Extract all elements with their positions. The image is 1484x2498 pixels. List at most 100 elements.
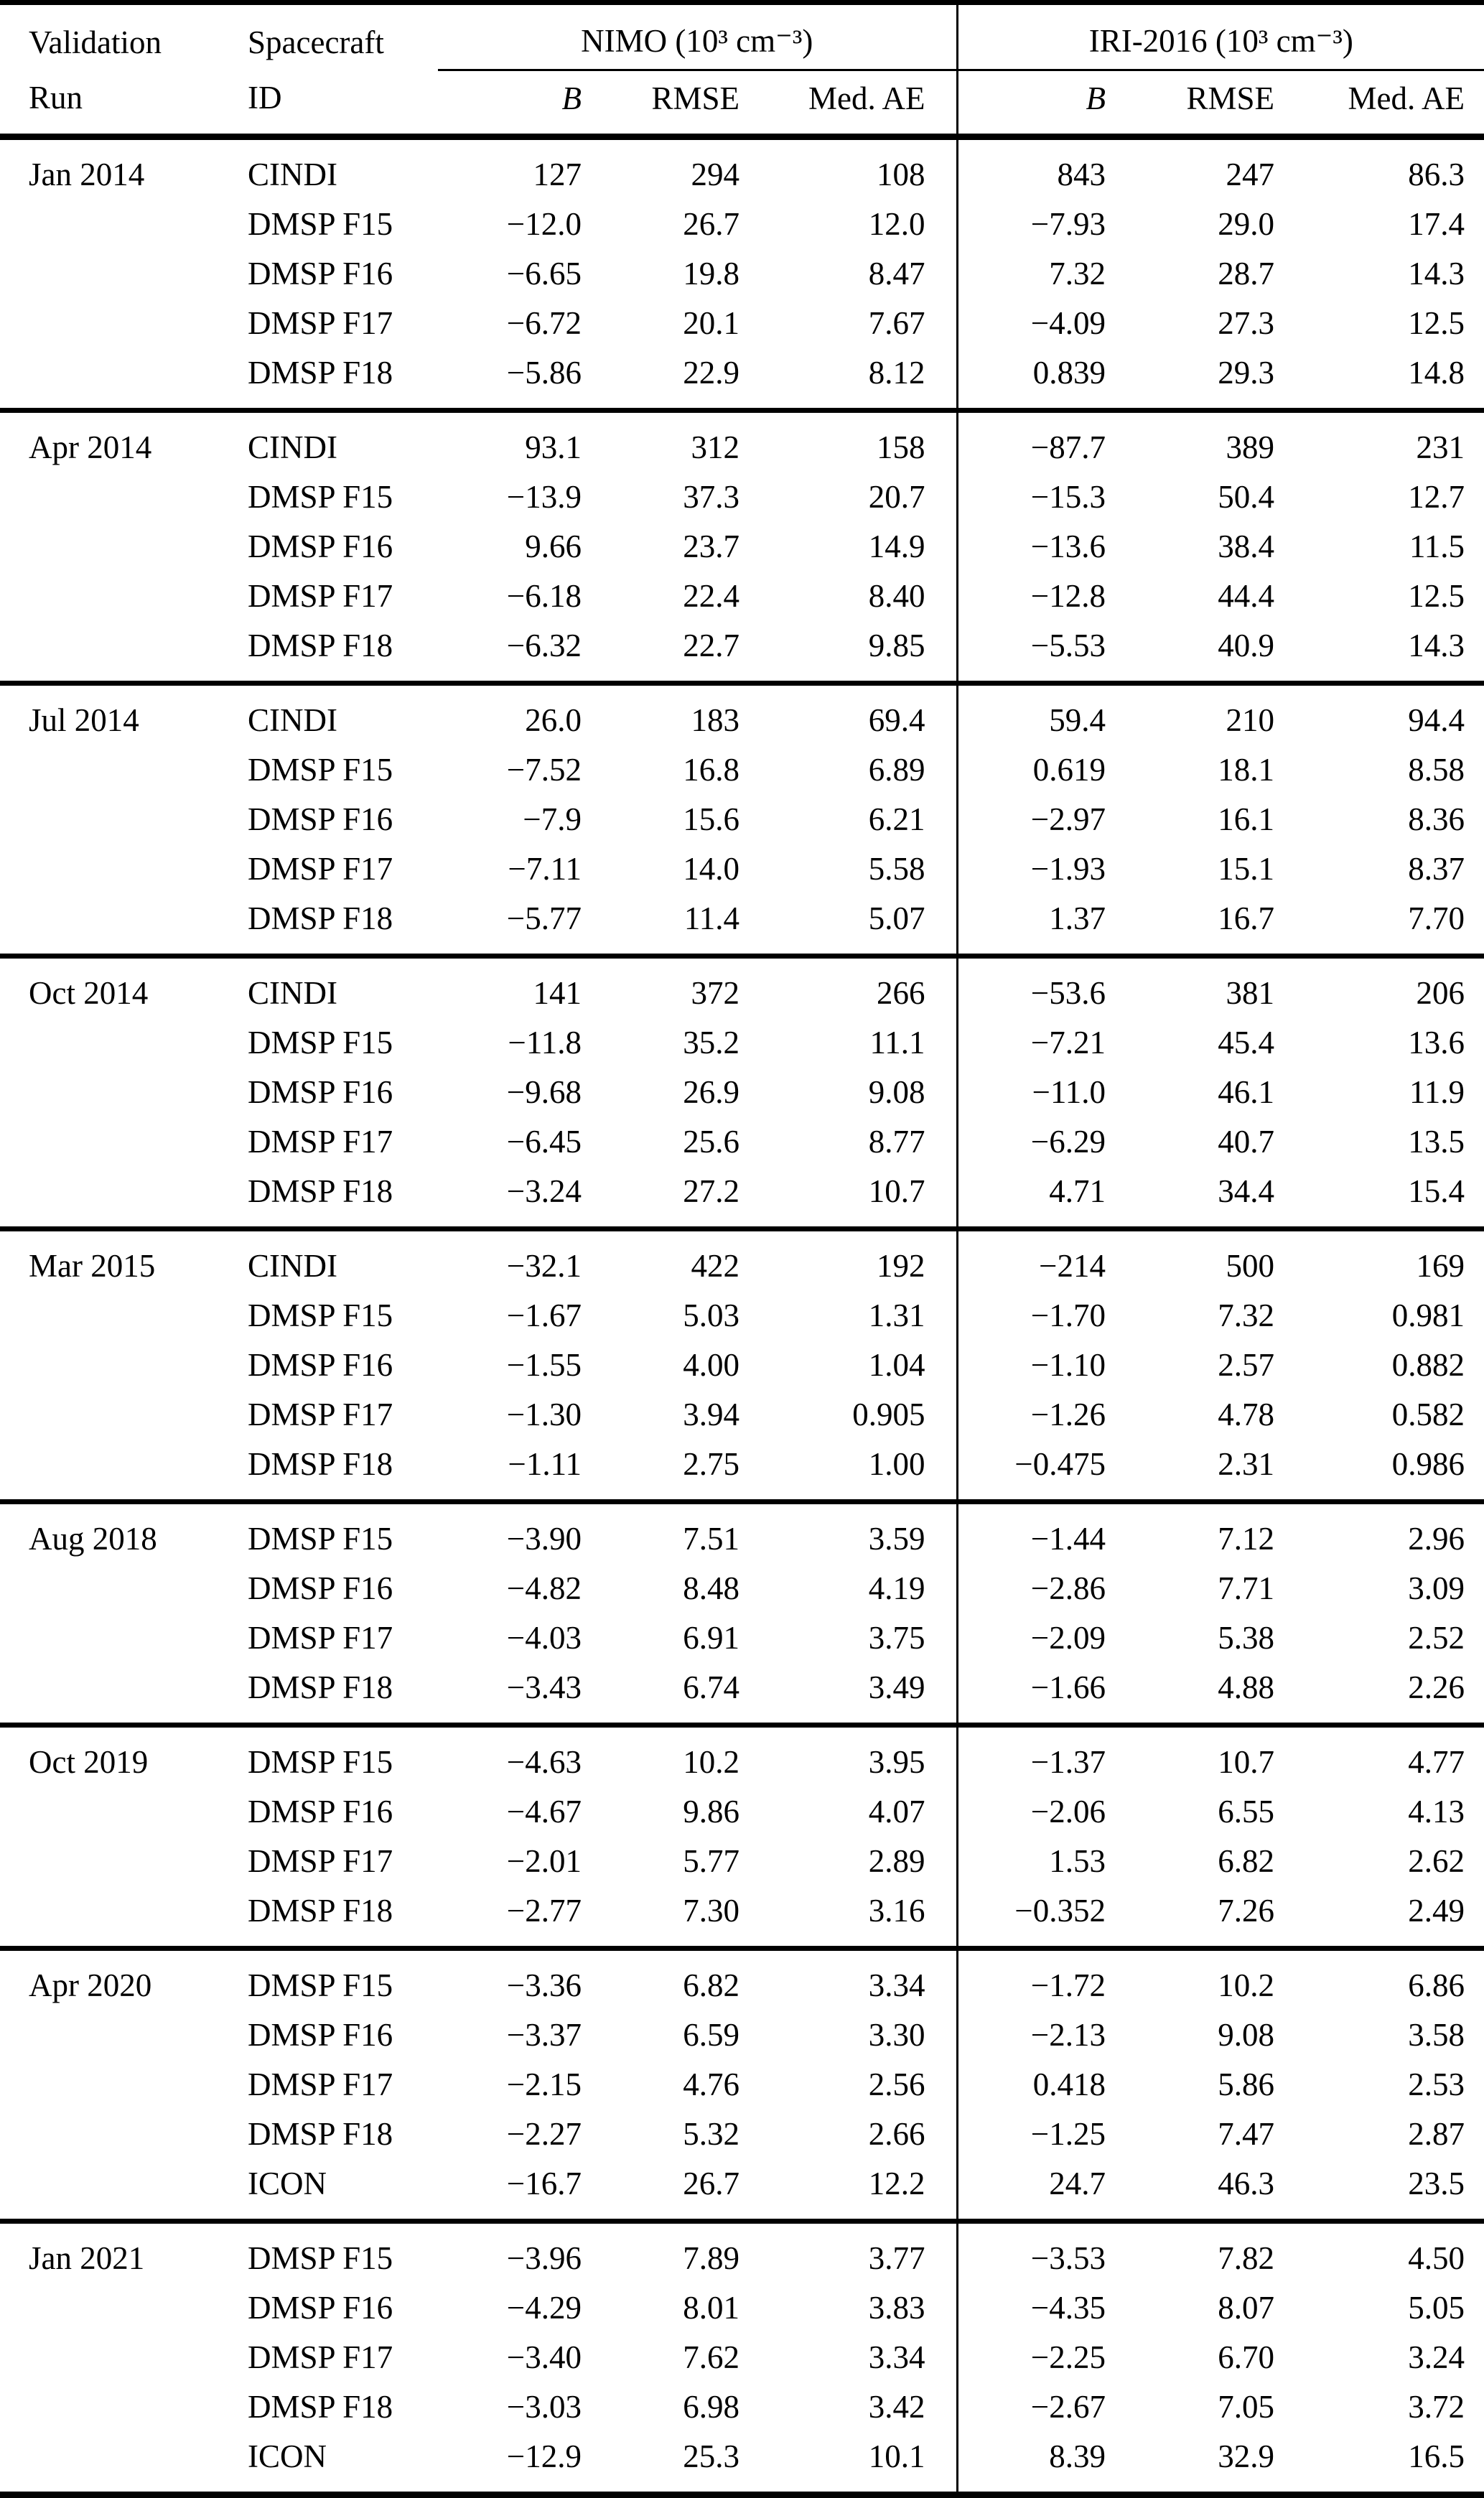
spacecraft-cell: DMSP F15 — [248, 206, 393, 242]
spacecraft-cell: DMSP F17 — [248, 1843, 393, 1879]
iri-rmse-cell: 7.82 — [1106, 2219, 1275, 2283]
iri-bias-cell: −1.10 — [956, 1341, 1106, 1390]
iri-rmse-cell: 32.9 — [1106, 2432, 1275, 2498]
iri-bias-cell: 843 — [956, 136, 1106, 200]
run-cell — [0, 1390, 248, 1440]
nimo-bias-cell: 141 — [438, 954, 582, 1018]
nimo-rmse-cell: 8.01 — [683, 2290, 739, 2326]
col-header-id: ID — [248, 70, 438, 140]
table-row: ICON −16.7 26.7 12.2 24.7 46.3 23.5 — [0, 2159, 1484, 2222]
run-cell — [0, 745, 248, 795]
run-cell — [0, 1167, 248, 1229]
table-row: DMSP F17 −7.11 14.0 5.58 −1.93 15.1 8.37 — [0, 844, 1484, 894]
nimo-medae-cell: 9.85 — [868, 628, 925, 663]
nimo-bias-cell: −7.9 — [523, 801, 582, 837]
nimo-medae-cell: 3.95 — [739, 1723, 958, 1787]
iri-bias-cell: −4.09 — [956, 299, 1106, 348]
nimo-rmse-cell: 11.4 — [683, 900, 739, 936]
nimo-rmse-cell: 7.89 — [582, 2219, 739, 2283]
nimo-medae-cell: 2.89 — [868, 1843, 925, 1879]
nimo-bias-cell: −2.77 — [506, 1893, 582, 1929]
iri-rmse-cell: 210 — [1106, 681, 1275, 745]
iri-bias-cell: −1.37 — [956, 1723, 1106, 1787]
iri-medae-cell: 2.62 — [1408, 1843, 1465, 1879]
iri-rmse-cell: 7.05 — [1218, 2389, 1275, 2425]
col-header-nimo-bias: B — [438, 70, 582, 140]
nimo-medae-cell: 1.31 — [868, 1297, 925, 1333]
nimo-rmse-cell: 6.91 — [683, 1620, 739, 1656]
spacecraft-cell: DMSP F16 — [248, 256, 393, 292]
nimo-medae-cell: 10.1 — [739, 2432, 958, 2498]
iri-bias-cell: −53.6 — [956, 954, 1106, 1018]
spacecraft-cell: DMSP F18 — [248, 2389, 393, 2425]
run-cell — [0, 844, 248, 894]
spacecraft-cell: DMSP F16 — [248, 1794, 393, 1830]
nimo-rmse-cell: 5.32 — [683, 2116, 739, 2152]
nimo-medae-cell: 11.1 — [869, 1025, 925, 1061]
iri-bias-cell: −3.53 — [956, 2219, 1106, 2283]
nimo-medae-cell: 2.66 — [868, 2116, 925, 2152]
run-cell — [0, 472, 248, 522]
table-row: DMSP F16 −4.67 9.86 4.07 −2.06 6.55 4.13 — [0, 1787, 1484, 1837]
nimo-medae-cell: 20.7 — [868, 479, 925, 515]
iri-rmse-cell: 38.4 — [1218, 528, 1275, 564]
nimo-rmse-cell: 22.4 — [683, 578, 739, 614]
nimo-bias-cell: −2.15 — [506, 2066, 582, 2102]
iri-rmse-cell: 16.7 — [1218, 900, 1275, 936]
nimo-medae-cell: 108 — [877, 157, 925, 192]
table-row: DMSP F17 −6.72 20.1 7.67 −4.09 27.3 12.5 — [0, 299, 1484, 348]
iri-rmse-cell: 247 — [1226, 157, 1275, 192]
col-group-iri-2016: IRI-2016 (10³ cm⁻³) — [956, 0, 1484, 71]
nimo-bias-cell: −3.96 — [438, 2219, 582, 2283]
header-row-sub: Run ID B RMSE Med. AE B RMSE Med. AE — [0, 70, 1484, 140]
iri-rmse-cell: 500 — [1106, 1226, 1275, 1291]
iri-bias-cell: −15.3 — [956, 472, 1106, 522]
nimo-bias-cell: −3.03 — [506, 2389, 582, 2425]
iri-rmse-cell: 7.32 — [1218, 1297, 1275, 1333]
nimo-rmse-cell: 6.74 — [683, 1669, 739, 1705]
table-row: DMSP F17 −4.03 6.91 3.75 −2.09 5.38 2.52 — [0, 1613, 1484, 1663]
nimo-rmse-cell: 6.59 — [683, 2017, 739, 2053]
nimo-bias-cell: −6.45 — [506, 1124, 582, 1160]
iri-bias-cell: 7.32 — [956, 249, 1106, 299]
iri-bias-cell: −11.0 — [956, 1068, 1106, 1117]
iri-rmse-cell: 40.7 — [1218, 1124, 1275, 1160]
table-row: DMSP F18 −2.27 5.32 2.66 −1.25 7.47 2.87 — [0, 2110, 1484, 2159]
iri-rmse-cell: 7.26 — [1218, 1893, 1275, 1929]
iri-bias-cell: −1.66 — [956, 1663, 1106, 1725]
iri-rmse-cell: 46.3 — [1218, 2166, 1275, 2201]
table-row: DMSP F18 −3.03 6.98 3.42 −2.67 7.05 3.72 — [0, 2382, 1484, 2432]
iri-medae-cell: 4.13 — [1408, 1794, 1465, 1830]
run-cell — [0, 2110, 248, 2159]
run-cell — [0, 200, 248, 249]
nimo-rmse-cell: 372 — [582, 954, 739, 1018]
run-cell — [0, 621, 248, 684]
nimo-bias-cell: 26.0 — [438, 681, 582, 745]
spacecraft-cell: DMSP F17 — [248, 2066, 393, 2102]
table-row: Jan 2021 DMSP F15 −3.96 7.89 3.77 −3.53 7.82 4.… — [0, 2219, 1484, 2283]
iri-medae-cell: 2.49 — [1408, 1893, 1465, 1929]
nimo-rmse-cell: 23.7 — [683, 528, 739, 564]
nimo-rmse-cell: 19.8 — [683, 256, 739, 292]
iri-rmse-cell: 8.07 — [1218, 2290, 1275, 2326]
run-cell: Mar 2015 — [0, 1226, 248, 1291]
run-cell — [0, 1837, 248, 1886]
table-row: ICON −12.9 25.3 10.1 8.39 32.9 16.5 — [0, 2432, 1484, 2498]
table-row: DMSP F18 −2.77 7.30 3.16 −0.352 7.26 2.49 — [0, 1886, 1484, 1949]
iri-bias-cell: 1.37 — [956, 894, 1106, 956]
run-cell — [0, 522, 248, 572]
spacecraft-cell: DMSP F17 — [248, 305, 393, 341]
iri-medae-cell: 8.36 — [1408, 801, 1465, 837]
iri-medae-cell: 0.582 — [1391, 1397, 1465, 1432]
iri-rmse-cell: 389 — [1106, 408, 1275, 472]
table-row: DMSP F17 −2.15 4.76 2.56 0.418 5.86 2.53 — [0, 2060, 1484, 2110]
iri-medae-cell: 231 — [1274, 408, 1484, 472]
spacecraft-cell: CINDI — [248, 954, 438, 1018]
iri-medae-cell: 14.8 — [1408, 355, 1465, 391]
col-header-nimo-medae: Med. AE — [739, 70, 958, 140]
table-row: DMSP F18 −5.86 22.9 8.12 0.839 29.3 14.8 — [0, 348, 1484, 411]
iri-bias-cell: −87.7 — [956, 408, 1106, 472]
iri-rmse-cell: 28.7 — [1218, 256, 1275, 292]
iri-rmse-cell: 15.1 — [1218, 851, 1275, 887]
nimo-rmse-cell: 312 — [582, 408, 739, 472]
